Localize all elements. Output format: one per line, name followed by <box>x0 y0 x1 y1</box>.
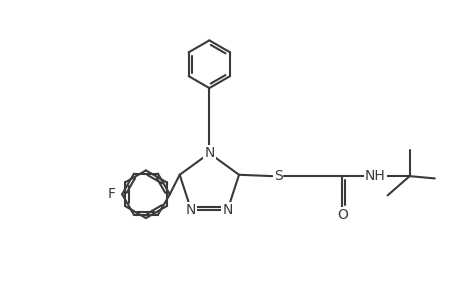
Text: N: N <box>185 202 196 217</box>
Text: S: S <box>273 169 282 183</box>
Text: O: O <box>336 208 347 222</box>
Text: N: N <box>204 146 214 160</box>
Text: NH: NH <box>364 169 385 183</box>
Text: F: F <box>108 187 116 201</box>
Text: N: N <box>222 202 232 217</box>
